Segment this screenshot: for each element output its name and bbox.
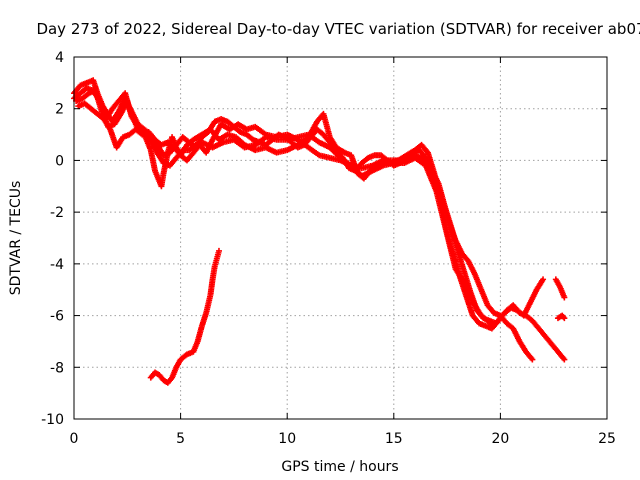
y-tick-label: 4 [55,50,64,66]
x-tick-label: 20 [491,431,509,447]
x-tick-label: 10 [278,431,296,447]
y-tick-label: -10 [41,412,64,428]
series-track-a [71,77,547,332]
series-tail-segment-a [552,276,568,301]
y-axis-title: SDTVAR / TECUs [8,181,24,296]
data-point [540,276,547,283]
x-tick-label: 15 [385,431,403,447]
grid [74,57,607,419]
chart-title: Day 273 of 2022, Sidereal Day-to-day VTE… [36,20,640,38]
data-series [71,77,568,386]
data-point [499,312,506,319]
data-point [215,247,222,254]
x-tick-label: 0 [70,431,79,447]
series-track-d [71,85,506,327]
x-axis-title: GPS time / hours [281,459,398,475]
series-tail-segment-b [554,312,568,322]
y-tick-label: -2 [50,205,64,221]
y-tick-label: -6 [50,309,64,325]
x-tick-label: 5 [176,431,185,447]
y-tick-label: 0 [55,153,64,169]
data-point [561,294,568,301]
y-tick-label: -8 [50,360,64,376]
x-tick-label: 25 [598,431,616,447]
data-point [529,356,536,363]
y-tick-label: 2 [55,102,64,118]
y-tick-label: -4 [50,257,64,273]
plot-border [73,56,608,420]
data-point [561,356,568,363]
data-point [561,315,568,322]
series-isolated-arc [147,247,222,386]
axis-ticks: 420-2-4-6-8-100 5 10 15 20 25 [41,50,616,447]
